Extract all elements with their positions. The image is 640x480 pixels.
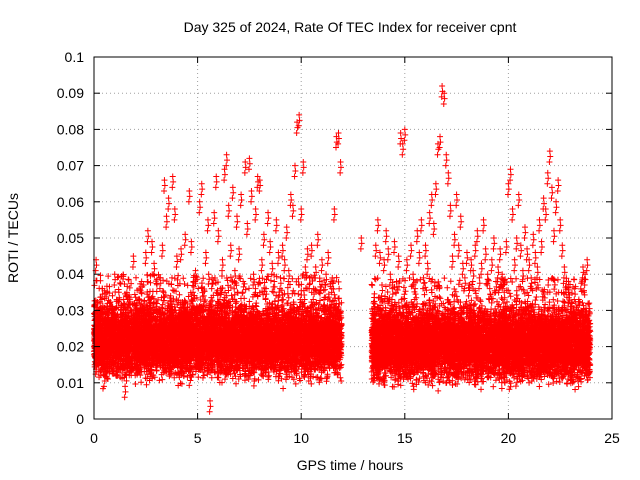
data-point [159,376,166,383]
data-point [156,377,163,384]
data-point [260,291,267,298]
data-point [178,380,185,387]
data-point [195,374,202,381]
data-point [205,271,212,278]
data-point [180,275,187,282]
data-point [138,379,145,386]
data-point [200,369,207,376]
data-point [200,275,207,282]
data-point [237,295,244,302]
data-point [285,294,292,301]
data-point [116,279,123,286]
data-point [255,376,262,383]
data-point [144,272,151,279]
data-point [338,377,345,384]
data-point [97,272,104,279]
chart-title: Day 325 of 2024, Rate Of TEC Index for r… [184,19,517,35]
data-point [131,291,138,298]
grid-lines [94,57,612,419]
data-point [221,376,228,383]
data-point [336,365,343,372]
data-point [109,292,116,299]
data-point [295,291,302,298]
data-points [91,82,594,415]
data-point [208,374,215,381]
